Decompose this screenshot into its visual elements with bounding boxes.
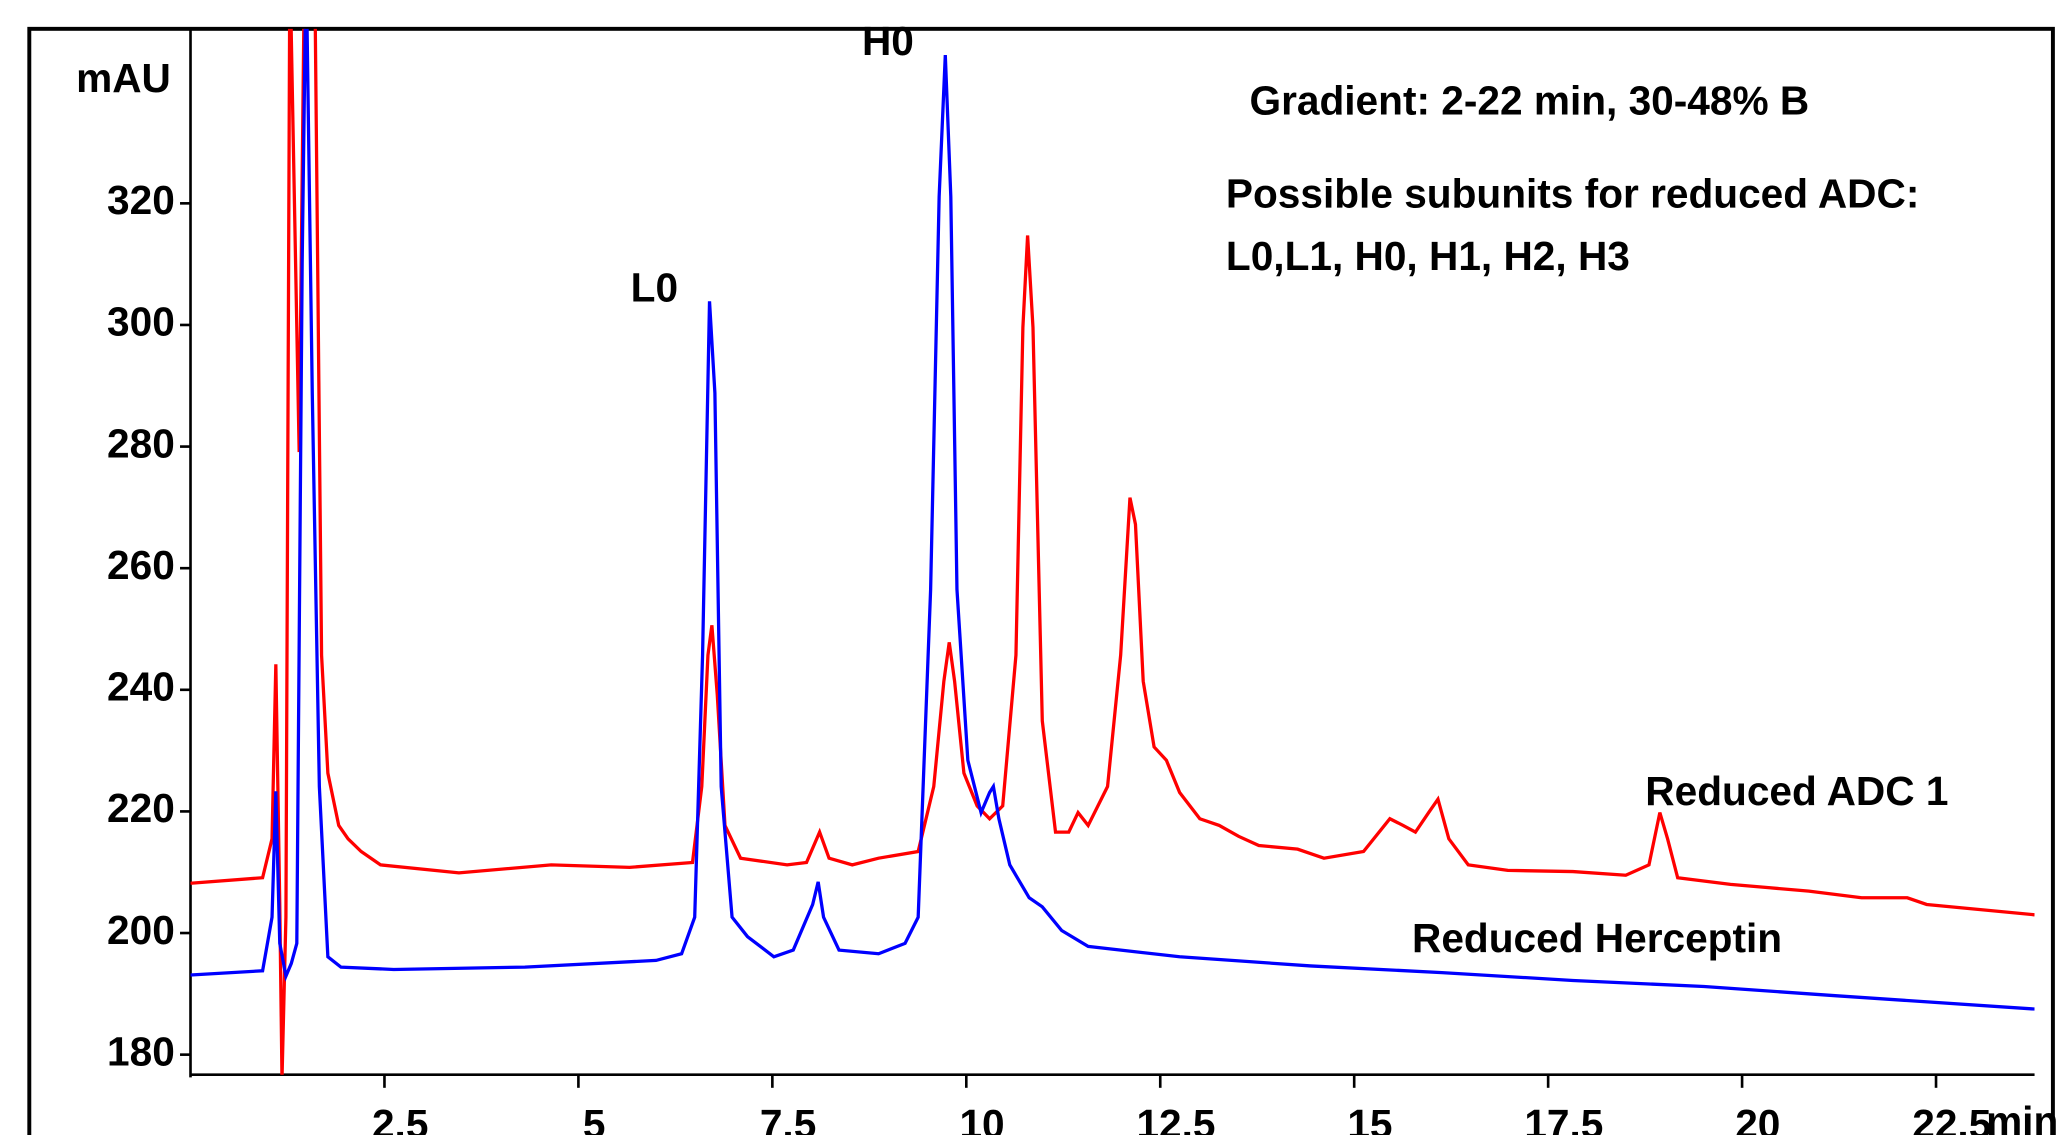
y-tick-label: 200: [107, 907, 175, 953]
y-tick-label: 320: [107, 177, 175, 223]
annotation: Possible subunits for reduced ADC:: [1226, 170, 1919, 216]
x-tick-label: 20: [1735, 1101, 1780, 1135]
x-tick-label: 17.5: [1524, 1101, 1603, 1135]
frame: [27, 26, 2055, 1135]
y-axis-label: mAU: [76, 55, 171, 101]
x-tick-label: 22.5: [1912, 1101, 1991, 1135]
annotation: Gradient: 2-22 min, 30-48% B: [1249, 77, 1809, 123]
series-label: Reduced Herceptin: [1412, 915, 1782, 961]
y-tick-label: 220: [107, 785, 175, 831]
y-tick-label: 240: [107, 664, 175, 710]
y-tick-label: 280: [107, 420, 175, 466]
x-tick-label: 7.5: [760, 1101, 816, 1135]
peak-label: H0: [862, 18, 914, 64]
y-tick-label: 260: [107, 542, 175, 588]
y-tick-label: 300: [107, 299, 175, 345]
series-label: Reduced ADC 1: [1645, 768, 1948, 814]
peak-label: L0: [631, 264, 678, 310]
line-series: [190, 28, 2035, 1075]
y-tick-label: 180: [107, 1028, 175, 1074]
x-tick-label: 15: [1347, 1101, 1392, 1135]
plot-area: [190, 28, 2035, 1075]
x-tick-label: 10: [959, 1101, 1004, 1135]
x-tick-label: 2.5: [372, 1101, 428, 1135]
x-tick-label: 5: [583, 1101, 606, 1135]
x-axis-label: min: [1986, 1098, 2056, 1135]
x-tick-label: 12.5: [1136, 1101, 1215, 1135]
line-series: [190, 28, 2035, 1011]
annotation: L0,L1, H0, H1, H2, H3: [1226, 233, 1630, 279]
